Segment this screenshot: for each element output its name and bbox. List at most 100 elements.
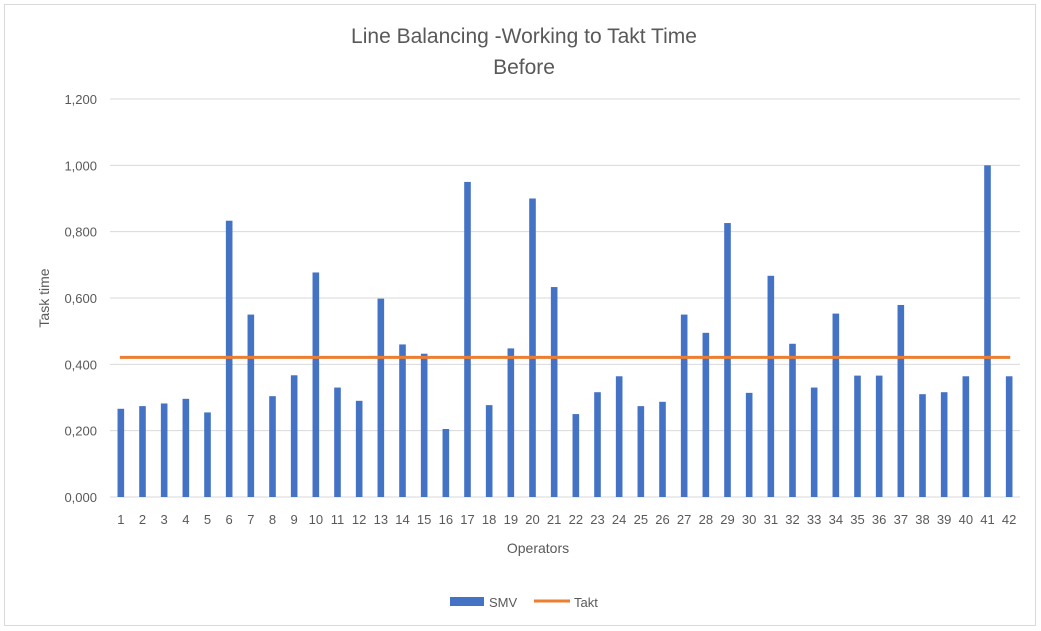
bar-smv	[810, 387, 818, 497]
x-tick-label: 4	[182, 512, 189, 527]
x-tick-label: 8	[269, 512, 276, 527]
x-tick-label: 25	[634, 512, 648, 527]
bar-smv	[139, 406, 146, 497]
bar-smv	[940, 392, 948, 497]
bar-smv	[312, 272, 320, 497]
x-tick-label: 16	[439, 512, 453, 527]
x-tick-label: 33	[807, 512, 821, 527]
x-tick-label: 40	[959, 512, 973, 527]
x-tick-label: 39	[937, 512, 951, 527]
x-tick-label: 20	[525, 512, 539, 527]
bar-smv	[919, 394, 926, 497]
bar-smv	[117, 408, 125, 497]
bar-smv	[550, 287, 558, 497]
bar-smv	[572, 414, 580, 497]
x-tick-label: 7	[247, 512, 254, 527]
x-tick-label: 35	[850, 512, 864, 527]
bar-smv	[355, 400, 363, 497]
bar-smv	[399, 344, 406, 497]
bar-smv	[767, 275, 775, 497]
x-tick-label: 3	[161, 512, 168, 527]
x-tick-label: 27	[677, 512, 691, 527]
x-tick-label: 6	[226, 512, 233, 527]
bar-smv	[594, 392, 601, 497]
bar-smv	[724, 223, 731, 497]
x-tick-label: 23	[590, 512, 604, 527]
bar-smv	[962, 376, 970, 497]
bar-smv	[442, 429, 450, 497]
bar-smv	[984, 165, 991, 498]
bar-smv	[420, 353, 428, 497]
chart-subtitle: Before	[493, 56, 555, 79]
x-tick-label: 2	[139, 512, 146, 527]
bar-smv	[290, 375, 298, 497]
x-tick-label: 26	[655, 512, 669, 527]
bar-smv	[659, 401, 666, 497]
chart-frame	[4, 4, 1036, 626]
bar-smv	[182, 398, 190, 497]
x-tick-label: 21	[547, 512, 561, 527]
x-tick-label: 11	[331, 512, 345, 527]
y-tick-label: 0,800	[64, 225, 97, 240]
bar-smv	[745, 392, 753, 497]
bar-smv	[615, 376, 623, 497]
x-tick-label: 15	[417, 512, 431, 527]
x-tick-label: 17	[460, 512, 474, 527]
y-tick-label: 0,600	[64, 291, 97, 306]
x-tick-label: 36	[872, 512, 886, 527]
x-tick-label: 28	[699, 512, 713, 527]
x-tick-label: 32	[785, 512, 799, 527]
x-tick-label: 10	[309, 512, 323, 527]
x-tick-label: 41	[980, 512, 994, 527]
bar-smv	[702, 332, 710, 497]
y-tick-label: 0,000	[64, 490, 97, 505]
y-tick-label: 0,400	[64, 357, 97, 372]
bar-smv	[160, 403, 168, 497]
bar-smv	[832, 313, 840, 497]
x-tick-label: 19	[504, 512, 518, 527]
bar-smv	[637, 406, 645, 497]
bar-smv	[854, 375, 861, 497]
y-tick-label: 1,200	[64, 92, 97, 107]
bar-smv	[464, 181, 471, 497]
bar-smv	[529, 198, 536, 497]
x-tick-label: 18	[482, 512, 496, 527]
x-axis-label: Operators	[507, 540, 569, 556]
x-tick-label: 13	[374, 512, 388, 527]
bar-smv	[1005, 376, 1013, 497]
bar-smv	[377, 298, 385, 497]
bar-smv	[204, 412, 211, 497]
bar-smv	[247, 314, 255, 497]
y-tick-label: 1,000	[64, 158, 97, 173]
x-tick-label: 9	[291, 512, 298, 527]
legend-smv-swatch	[450, 597, 484, 606]
x-tick-label: 42	[1002, 512, 1016, 527]
x-tick-label: 5	[204, 512, 211, 527]
legend-takt-label: Takt	[574, 595, 598, 610]
x-tick-label: 30	[742, 512, 756, 527]
x-tick-label: 12	[352, 512, 366, 527]
legend-smv-label: SMV	[489, 595, 518, 610]
legend: SMV Takt	[450, 595, 598, 610]
chart-title: Line Balancing -Working to Takt Time	[351, 25, 697, 48]
y-axis-label: Task time	[36, 268, 52, 327]
x-tick-label: 29	[720, 512, 734, 527]
x-tick-label: 38	[915, 512, 929, 527]
x-tick-label: 34	[829, 512, 843, 527]
bar-smv	[485, 405, 493, 497]
x-tick-label: 14	[395, 512, 409, 527]
bar-smv	[507, 348, 515, 497]
x-tick-label: 24	[612, 512, 626, 527]
bar-smv	[334, 387, 341, 497]
x-tick-label: 31	[764, 512, 778, 527]
x-tick-label: 22	[569, 512, 583, 527]
bar-smv	[875, 375, 883, 497]
x-tick-label: 37	[894, 512, 908, 527]
x-tick-label: 1	[117, 512, 124, 527]
bar-smv	[269, 396, 276, 497]
y-tick-label: 0,200	[64, 424, 97, 439]
bar-smv	[897, 304, 905, 497]
bar-smv	[789, 343, 796, 497]
bar-smv	[680, 314, 688, 497]
